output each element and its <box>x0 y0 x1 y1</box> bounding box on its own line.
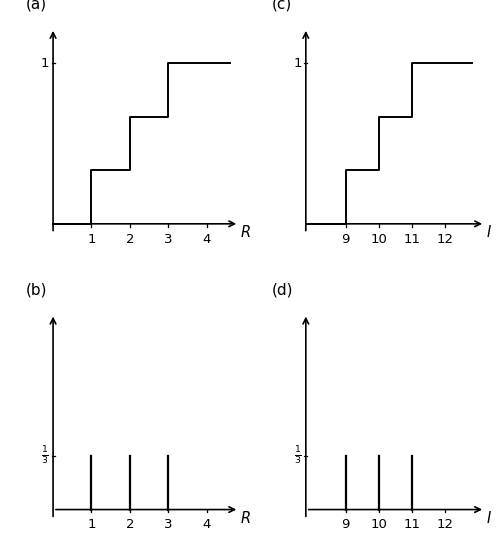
Text: (c): (c) <box>272 0 291 11</box>
Text: 9: 9 <box>342 519 350 531</box>
Text: 1: 1 <box>87 519 96 531</box>
Text: (b): (b) <box>26 282 47 297</box>
Text: (a): (a) <box>26 0 46 11</box>
Text: 3: 3 <box>164 519 172 531</box>
Text: (d): (d) <box>272 282 293 297</box>
Text: 11: 11 <box>404 232 420 246</box>
Text: I: I <box>486 511 491 526</box>
Text: R: R <box>241 511 251 526</box>
Text: 2: 2 <box>126 519 134 531</box>
Text: 1: 1 <box>40 57 49 70</box>
Text: 12: 12 <box>436 519 454 531</box>
Text: 4: 4 <box>202 232 210 246</box>
Text: 10: 10 <box>370 519 388 531</box>
Text: $\mathsf{\frac{1}{3}}$: $\mathsf{\frac{1}{3}}$ <box>294 445 302 467</box>
Text: 1: 1 <box>87 232 96 246</box>
Text: R: R <box>241 225 251 240</box>
Text: 3: 3 <box>164 232 172 246</box>
Text: 4: 4 <box>202 519 210 531</box>
Text: 2: 2 <box>126 232 134 246</box>
Text: $\mathsf{\frac{1}{3}}$: $\mathsf{\frac{1}{3}}$ <box>42 445 49 467</box>
Text: 1: 1 <box>294 57 302 70</box>
Text: 12: 12 <box>436 232 454 246</box>
Text: I: I <box>486 225 491 240</box>
Text: 10: 10 <box>370 232 388 246</box>
Text: 9: 9 <box>342 232 350 246</box>
Text: 11: 11 <box>404 519 420 531</box>
